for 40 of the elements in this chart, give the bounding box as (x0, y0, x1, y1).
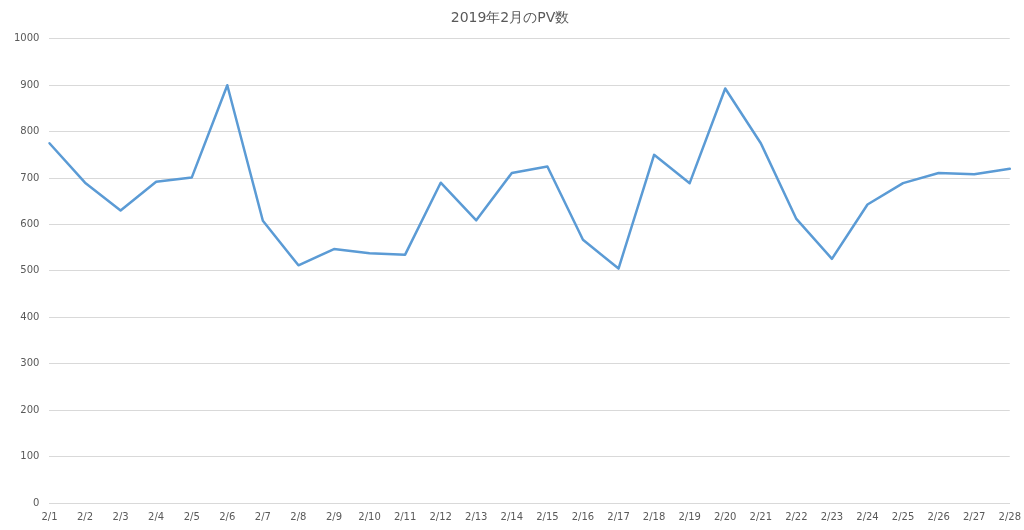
x-tick-label: 2/7 (254, 510, 271, 522)
x-tick-label: 2/20 (714, 510, 737, 522)
x-tick-label: 2/11 (393, 510, 417, 522)
x-tick-label: 2/25 (891, 510, 915, 522)
y-tick-label: 600 (20, 218, 40, 230)
y-tick-label: 800 (20, 125, 40, 137)
x-tick-label: 2/1 (41, 510, 58, 522)
x-tick-label: 2/22 (785, 510, 808, 522)
chart-title: 2019年2月のPV数 (450, 9, 570, 26)
x-tick-label: 2/2 (76, 510, 94, 522)
x-tick-label: 2/17 (607, 510, 630, 522)
y-tick-label: 200 (20, 403, 40, 415)
x-tick-label: 2/5 (183, 510, 200, 522)
y-tick-label: 500 (20, 264, 40, 276)
x-tick-label: 2/16 (571, 510, 595, 522)
x-tick-label: 2/13 (465, 510, 488, 522)
x-tick-label: 2/24 (856, 510, 879, 522)
x-tick-label: 2/18 (642, 510, 666, 522)
x-tick-label: 2/15 (536, 510, 559, 522)
x-tick-label: 2/4 (148, 510, 165, 522)
y-tick-label: 900 (20, 78, 40, 90)
x-tick-label: 2/26 (927, 510, 950, 522)
y-tick-label: 1000 (14, 32, 40, 44)
x-tick-label: 2/10 (358, 510, 381, 522)
x-tick-label: 2/9 (325, 510, 343, 522)
x-tick-label: 2/27 (962, 510, 986, 522)
x-tick-label: 2/3 (112, 510, 129, 522)
x-tick-label: 2/12 (429, 510, 452, 522)
y-tick-label: 400 (20, 310, 40, 322)
y-tick-label: 0 (33, 496, 40, 508)
x-tick-label: 2/8 (290, 510, 307, 522)
x-tick-label: 2/21 (749, 510, 773, 522)
y-tick-label: 300 (20, 357, 40, 369)
x-tick-label: 2/28 (998, 510, 1022, 522)
y-tick-label: 100 (20, 450, 40, 462)
x-tick-label: 2/23 (820, 510, 844, 522)
x-tick-label: 2/19 (678, 510, 701, 522)
x-tick-label: 2/6 (219, 510, 236, 522)
y-tick-label: 700 (20, 171, 40, 183)
x-tick-label: 2/14 (500, 510, 524, 522)
